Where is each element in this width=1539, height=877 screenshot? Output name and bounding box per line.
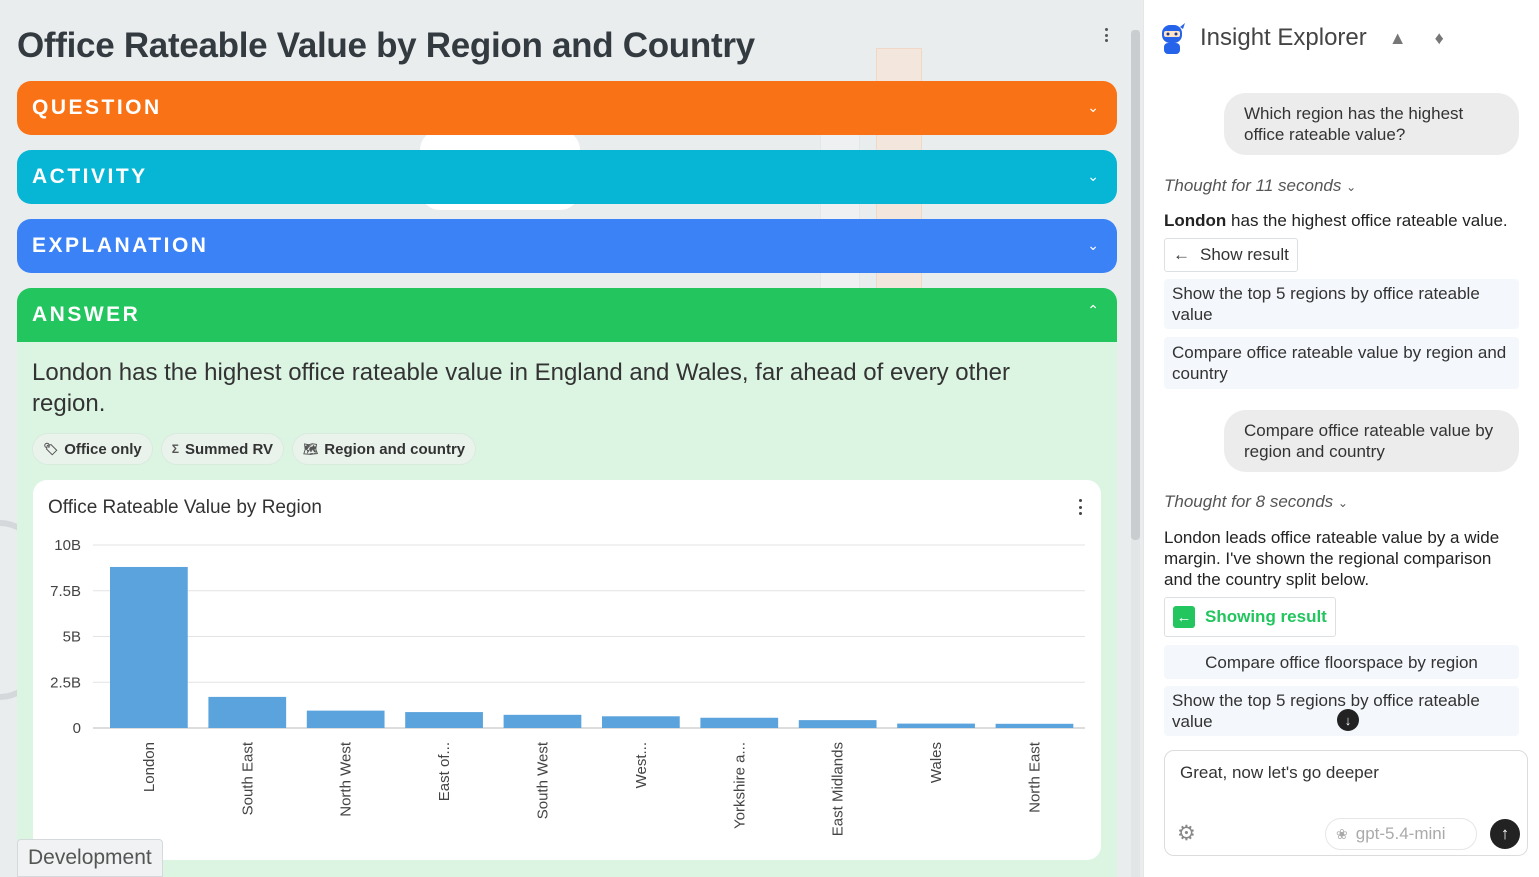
bar[interactable]: [700, 717, 779, 728]
thought-toggle[interactable]: Thought for 11 seconds ⌄: [1164, 176, 1356, 196]
tag-icon: 🏷: [43, 442, 59, 456]
y-tick-label: 0: [73, 720, 81, 737]
x-tick-label: Wales: [928, 742, 945, 783]
arrow-left-icon: ←: [1173, 606, 1195, 628]
show-result-button[interactable]: ← Show result: [1164, 238, 1298, 272]
thought-label: Thought for 8 seconds: [1164, 492, 1334, 511]
thought-toggle[interactable]: Thought for 8 seconds ⌄: [1164, 492, 1348, 512]
bar[interactable]: [110, 566, 188, 728]
x-tick-label: South West: [534, 741, 551, 819]
chip-label: Region and country: [324, 440, 466, 458]
y-tick-label: 2.5B: [50, 674, 81, 691]
x-tick-label: West...: [633, 742, 650, 788]
main-scrollbar-thumb[interactable]: [1131, 30, 1140, 540]
chevron-down-icon: ⌄: [1087, 99, 1099, 115]
bar[interactable]: [306, 710, 385, 728]
chat-panel: Insight Explorer ▲ ♦ Which region has th…: [1143, 0, 1539, 877]
user-message: Compare office rateable value by region …: [1224, 410, 1519, 472]
gear-icon[interactable]: ⚙: [1177, 822, 1196, 845]
chart-title: Office Rateable Value by Region: [48, 497, 322, 518]
chevron-down-icon: ⌄: [1337, 496, 1348, 510]
chevron-down-icon: ⌄: [1087, 168, 1099, 184]
bar[interactable]: [208, 696, 287, 728]
bar[interactable]: [503, 714, 582, 728]
question-section-header[interactable]: QUESTION ⌄: [17, 81, 1117, 135]
x-tick-label: North West: [338, 741, 355, 817]
chat-input[interactable]: Great, now let's go deeper: [1180, 763, 1379, 782]
app-title: Insight Explorer: [1200, 24, 1367, 51]
answer-section-header[interactable]: ANSWER ⌃: [17, 288, 1117, 342]
question-section-label: QUESTION: [32, 96, 162, 119]
y-tick-label: 10B: [54, 537, 81, 554]
panel-header: Insight Explorer ▲ ♦: [1158, 18, 1444, 58]
explanation-section-header[interactable]: EXPLANATION ⌄: [17, 219, 1117, 273]
user-message: Which region has the highest office rate…: [1224, 93, 1519, 155]
chip-region-and-country[interactable]: 🗺 Region and country: [292, 433, 477, 465]
assistant-bold-text: London: [1164, 211, 1227, 230]
activity-section-header[interactable]: ACTIVITY ⌄: [17, 150, 1117, 204]
model-name: gpt-5.4-mini: [1355, 824, 1446, 843]
eraser-icon[interactable]: ♦: [1434, 27, 1444, 48]
bar[interactable]: [995, 723, 1074, 728]
suggestion-item[interactable]: Compare office floorspace by region: [1164, 645, 1519, 679]
answer-body: London has the highest office rateable v…: [17, 342, 1117, 877]
chip-office-only[interactable]: 🏷 Office only: [32, 433, 153, 465]
arrow-left-icon: ←: [1173, 245, 1190, 264]
thought-label: Thought for 11 seconds: [1164, 176, 1342, 195]
x-tick-label: East Midlands: [830, 742, 847, 836]
bar[interactable]: [798, 720, 877, 728]
showing-result-label: Showing result: [1205, 607, 1327, 626]
chevron-up-icon: ⌃: [1087, 302, 1099, 318]
chevron-down-icon: ⌄: [1087, 237, 1099, 253]
bar[interactable]: [602, 716, 680, 728]
bar-chart: 0 2.5B 5B 7.5B 10B London South East North West…: [50, 537, 1085, 836]
send-button[interactable]: ↑: [1490, 819, 1520, 849]
activity-section-label: ACTIVITY: [32, 165, 148, 188]
assistant-message: London has the highest office rateable v…: [1164, 210, 1524, 231]
assistant-message: London leads office rateable value by a …: [1164, 528, 1500, 589]
x-tick-label: North East: [1026, 741, 1043, 813]
model-selector[interactable]: ❀ gpt-5.4-mini: [1325, 818, 1477, 850]
y-tick-label: 5B: [63, 629, 81, 646]
bar[interactable]: [897, 723, 975, 728]
x-tick-label: Yorkshire a...: [731, 742, 748, 829]
answer-text: London has the highest office rateable v…: [32, 359, 1010, 417]
page-menu-icon[interactable]: [1099, 26, 1113, 44]
answer-chips: 🏷 Office only Σ Summed RV 🗺 Region and c…: [32, 433, 1102, 465]
chart-menu-icon[interactable]: [1077, 499, 1083, 515]
showing-result-button[interactable]: ← Showing result: [1164, 597, 1336, 637]
world-map-icon: 🗺: [303, 442, 319, 456]
main-content: Office Rateable Value by Region and Coun…: [17, 0, 1117, 877]
x-tick-label: London: [141, 742, 158, 792]
environment-badge: Development: [17, 839, 163, 877]
answer-section-label: ANSWER: [32, 303, 141, 326]
sparkle-brain-icon: ❀: [1336, 825, 1348, 842]
chip-summed-rv[interactable]: Σ Summed RV: [160, 433, 285, 465]
scroll-down-icon[interactable]: ↓: [1337, 709, 1359, 731]
x-tick-label: South East: [239, 741, 256, 815]
chip-label: Summed RV: [184, 440, 274, 458]
ninja-logo-icon: [1162, 23, 1185, 54]
assistant-text: has the highest office rateable value.: [1226, 211, 1508, 230]
y-tick-label: 7.5B: [50, 583, 81, 600]
show-result-label: Show result: [1200, 245, 1289, 264]
page-title: Office Rateable Value by Region and Coun…: [17, 26, 755, 65]
suggestion-item[interactable]: Compare office rateable value by region …: [1164, 337, 1519, 389]
x-tick-label: East of...: [436, 742, 453, 801]
chart-card: Office Rateable Value by Region 0 2.5B 5B 7…: [33, 480, 1101, 860]
sigma-icon: Σ: [171, 442, 179, 456]
chip-label: Office only: [64, 440, 142, 458]
chat-input-box[interactable]: Great, now let's go deeper ⚙ ❀ gpt-5.4-m…: [1164, 750, 1528, 856]
explanation-section-label: EXPLANATION: [32, 234, 209, 257]
suggestion-item[interactable]: Show the top 5 regions by office rateabl…: [1164, 279, 1519, 329]
flask-icon[interactable]: ▲: [1388, 27, 1407, 48]
chevron-down-icon: ⌄: [1346, 180, 1357, 194]
bar[interactable]: [405, 712, 483, 728]
